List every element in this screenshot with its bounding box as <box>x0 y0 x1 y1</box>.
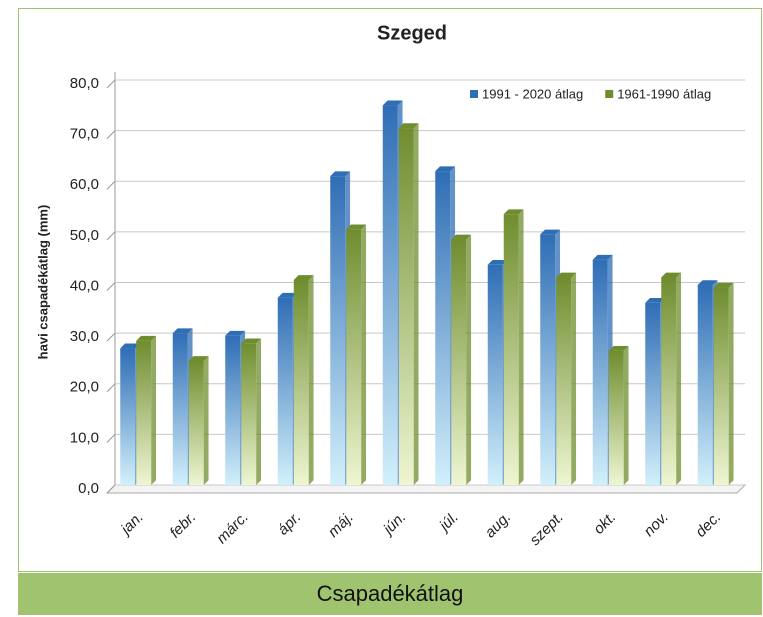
y-tick <box>106 180 116 190</box>
bar-top <box>120 343 141 349</box>
legend-swatch <box>605 90 614 98</box>
bar-top <box>697 280 718 286</box>
bar-side <box>308 275 314 485</box>
y-tick <box>106 332 116 342</box>
bar-top <box>661 272 682 278</box>
bar <box>346 229 362 485</box>
y-tick <box>106 79 116 89</box>
bar-top <box>540 229 561 235</box>
floor <box>105 484 747 494</box>
bar <box>697 285 713 485</box>
bar <box>293 279 309 485</box>
bar-top <box>556 272 577 278</box>
bar-top <box>503 209 524 215</box>
bar-top <box>330 171 351 177</box>
y-tick-label: 70,0 <box>70 126 99 143</box>
y-tick <box>106 434 116 443</box>
caption: Csapadékátlag <box>18 573 762 615</box>
bar-top <box>225 330 246 336</box>
y-tick-label: 20,0 <box>70 379 99 396</box>
bar-top <box>487 259 508 265</box>
bar-side <box>571 272 577 485</box>
legend-label: 1991 - 2020 átlag <box>482 86 583 101</box>
bar-side <box>518 209 524 485</box>
bar <box>136 340 152 485</box>
bar-top <box>136 335 157 341</box>
y-tick-label: 60,0 <box>70 176 99 193</box>
chart-title: Szeged <box>377 22 447 44</box>
bar <box>120 348 136 485</box>
bar-top <box>592 254 613 260</box>
bar <box>645 302 661 485</box>
y-tick <box>106 231 116 241</box>
bar-top <box>451 234 472 240</box>
y-tick-label: 0,0 <box>78 480 99 497</box>
bar <box>435 171 451 485</box>
bar-top <box>346 224 367 230</box>
bar <box>382 105 398 485</box>
bar-side <box>413 123 419 485</box>
bar-side <box>361 224 367 485</box>
bar-top <box>645 297 666 303</box>
bar-side <box>623 346 629 485</box>
bar <box>713 287 729 485</box>
bar-top <box>293 275 314 280</box>
y-tick-label: 40,0 <box>70 277 99 294</box>
bar-top <box>241 338 262 344</box>
bar <box>503 214 519 485</box>
bar <box>540 234 556 485</box>
legend-swatch <box>470 90 478 98</box>
bar <box>172 333 188 485</box>
y-tick-label: 10,0 <box>70 429 99 446</box>
bar <box>330 176 346 485</box>
bar-top <box>713 282 734 288</box>
bar-top <box>382 100 403 106</box>
bar <box>398 128 414 485</box>
y-tick-label: 30,0 <box>70 328 99 345</box>
bar-side <box>151 335 157 485</box>
bar-top <box>608 346 629 351</box>
bar-top <box>277 292 298 298</box>
bar-side <box>466 234 472 485</box>
bar <box>451 239 467 485</box>
bar <box>241 343 257 485</box>
y-tick <box>106 383 116 393</box>
bar <box>556 277 572 485</box>
bar-side <box>256 338 262 485</box>
bar-top <box>398 123 419 129</box>
bar <box>188 360 204 485</box>
legend-label: 1961-1990 átlag <box>617 86 711 101</box>
bar <box>487 264 503 485</box>
y-tick-label: 50,0 <box>70 227 99 244</box>
bar-side <box>203 356 209 485</box>
bar-top <box>188 356 209 361</box>
bar-side <box>676 272 682 485</box>
bar <box>608 350 624 485</box>
chart: Szeged havi csapadékátlag (mm) 0,0 10,0 20… <box>18 8 762 572</box>
bar-side <box>728 282 734 485</box>
y-axis-label: havi csapadékátlag (mm) <box>35 205 50 360</box>
bar <box>277 297 293 485</box>
bar <box>225 335 241 485</box>
bar-top <box>435 166 456 172</box>
bar <box>661 277 677 485</box>
y-tick <box>106 282 116 291</box>
y-tick-label: 80,0 <box>70 75 99 92</box>
bar-top <box>172 328 193 334</box>
bar <box>592 259 608 485</box>
y-tick <box>106 130 116 139</box>
y-tick <box>106 484 116 494</box>
